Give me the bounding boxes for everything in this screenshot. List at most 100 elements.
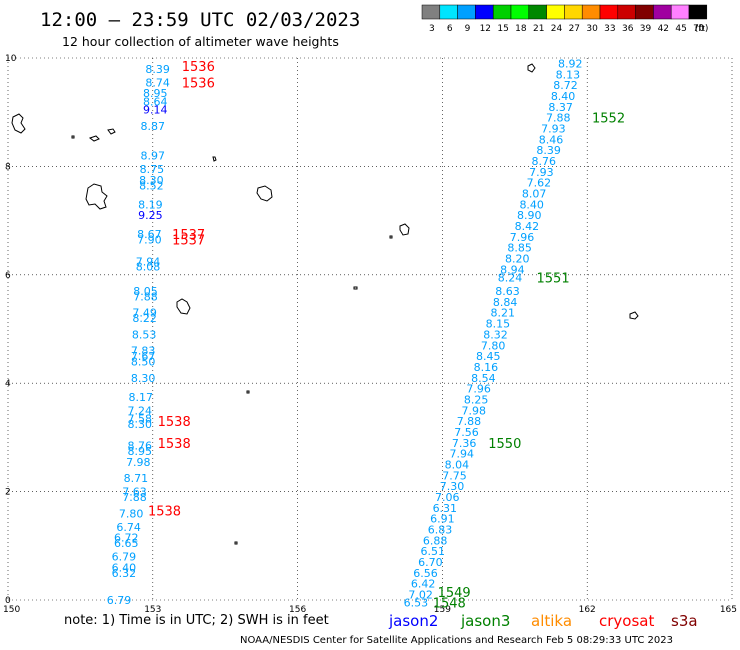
jason3-swh-label: 7.36 <box>452 437 477 450</box>
jason3-pass-label: 1550 <box>488 437 521 452</box>
colorbar-label: 42 <box>658 24 669 34</box>
jason3-swh-label: 7.96 <box>510 231 535 244</box>
jason3-swh-label: 8.40 <box>519 198 544 211</box>
cryosat-swh-label: 8.87 <box>141 120 166 133</box>
colorbar-label: 24 <box>551 24 563 34</box>
colorbar-swatch <box>439 4 458 20</box>
cryosat-swh-label: 8.67 <box>137 228 162 241</box>
cryosat-swh-label: 8.30 <box>131 372 156 385</box>
cryosat-swh-label: 8.17 <box>128 391 153 404</box>
cryosat-swh-label: 7.94 <box>136 255 161 268</box>
colorbar-swatch <box>670 4 690 20</box>
cryosat-swh-label: 8.52 <box>139 179 164 192</box>
cryosat-swh-label: 8.71 <box>124 472 149 485</box>
colorbar-label: 21 <box>533 24 544 34</box>
island-outline <box>629 311 639 320</box>
jason3-swh-label: 8.13 <box>556 68 581 81</box>
jason3-swh-label: 8.37 <box>548 101 573 114</box>
jason3-swh-label: 8.32 <box>483 328 508 341</box>
chart-title: 12:00 – 23:59 UTC 02/03/2023 <box>40 9 360 31</box>
cryosat-swh-label: 7.80 <box>119 507 144 520</box>
jason3-swh-label: 8.45 <box>476 350 501 363</box>
credit-text: NOAA/NESDIS Center for Satellite Applica… <box>240 635 673 646</box>
jason3-swh-label: 6.88 <box>423 534 448 547</box>
jason3-swh-label: 8.20 <box>505 253 530 266</box>
colorbar-swatch <box>688 4 708 20</box>
cryosat-swh-label: 8.75 <box>140 163 165 176</box>
cryosat-swh-label: 8.95 <box>128 445 153 458</box>
y-tick-label: 0 <box>5 596 11 606</box>
colorbar-label: 15 <box>497 24 508 34</box>
colorbar: 3 6 9 12 15 18 21 24 27 30 33 36 39 42 45 70(ft) <box>421 4 709 34</box>
jason3-swh-label: 6.31 <box>433 502 458 515</box>
cryosat-swh-label: 8.97 <box>141 150 166 163</box>
axes: 150 153 156 159 162 165 0 2 4 6 8 10 <box>3 54 737 615</box>
y-tick-label: 8 <box>5 162 11 172</box>
colorbar-label: 27 <box>569 24 580 34</box>
jason3-swh-label: 7.96 <box>466 383 491 396</box>
colorbar-label: 3 <box>429 24 435 34</box>
x-tick-label: 165 <box>720 605 737 615</box>
island-outline <box>353 286 358 290</box>
island-outline <box>212 156 217 162</box>
jason3-swh-label: 8.90 <box>517 209 542 222</box>
x-tick-label: 156 <box>289 605 306 615</box>
cryosat-swh-label: 6.65 <box>114 537 139 550</box>
cryosat-swh-label: 7.90 <box>137 234 162 247</box>
colorbar-label: 39 <box>640 24 652 34</box>
cryosat-swh-label: 9.25 <box>138 209 163 222</box>
island-outline <box>527 63 536 73</box>
colorbar-unit: (ft) <box>695 24 709 34</box>
cryosat-pass-label: 1538 <box>158 415 191 430</box>
colorbar-swatch <box>635 4 654 20</box>
cryosat-pass-label: 1538 <box>148 505 181 520</box>
island-outline <box>234 541 238 545</box>
legend-jason2: jason2 <box>388 612 438 630</box>
jason3-swh-label: 7.98 <box>462 404 487 417</box>
jason3-swh-label: 8.92 <box>558 57 583 70</box>
jason3-pass-label: 1551 <box>537 272 570 287</box>
colorbar-swatch <box>492 4 512 20</box>
colorbar-swatch <box>653 4 672 20</box>
cryosat-pass-label: 1537 <box>172 228 205 243</box>
jason3-swh-label: 8.04 <box>445 459 470 472</box>
island-outline <box>399 223 410 236</box>
x-tick-label: 159 <box>434 605 451 615</box>
cryosat-swh-label: 7.63 <box>122 486 147 499</box>
jason3-swh-label: 8.25 <box>464 393 489 406</box>
colorbar-swatch <box>564 4 583 20</box>
x-tick-label: 153 <box>144 605 161 615</box>
island-outline <box>85 183 108 210</box>
island-outlines <box>11 63 639 545</box>
cryosat-swh-label: 7.83 <box>131 345 156 358</box>
cryosat-swh-label: 7.67 <box>131 350 156 363</box>
colorbar-swatch <box>528 4 547 20</box>
legend-jason3: jason3 <box>460 612 510 630</box>
cryosat-pass-label: 1536 <box>182 60 215 75</box>
jason3-swh-label: 8.07 <box>522 188 547 201</box>
cryosat-swh-label: 8.39 <box>145 63 170 76</box>
jason3-pass-label: 1548 <box>433 597 466 612</box>
jason3-swh-label: 6.56 <box>413 567 438 580</box>
cryosat-swh-label: 7.98 <box>126 456 151 469</box>
island-outline <box>176 298 191 315</box>
jason3-swh-label: 7.94 <box>449 448 474 461</box>
cryosat-swh-label: 6.72 <box>114 532 139 545</box>
jason3-swh-label: 8.15 <box>486 318 511 331</box>
jason3-swh-label: 8.42 <box>515 220 540 233</box>
cryosat-swh-label: 6.32 <box>112 567 137 580</box>
cryosat-swh-label: 7.88 <box>122 491 147 504</box>
y-tick-label: 6 <box>5 271 11 281</box>
y-tick-label: 2 <box>5 488 11 498</box>
jason3-swh-label: 8.85 <box>507 242 532 255</box>
colorbar-label: 18 <box>515 24 527 34</box>
cryosat-swh-label: 7.58 <box>128 412 153 425</box>
jason3-swh-label: 8.76 <box>532 155 557 168</box>
colorbar-swatch <box>457 4 476 20</box>
colorbar-label: 33 <box>604 24 615 34</box>
cryosat-swh-label: 7.49 <box>132 307 157 320</box>
colorbar-swatch <box>421 4 441 20</box>
island-outline <box>107 128 116 135</box>
cryosat-swh-label: 8.30 <box>128 418 153 431</box>
cryosat-swh-label: 8.30 <box>139 174 164 187</box>
